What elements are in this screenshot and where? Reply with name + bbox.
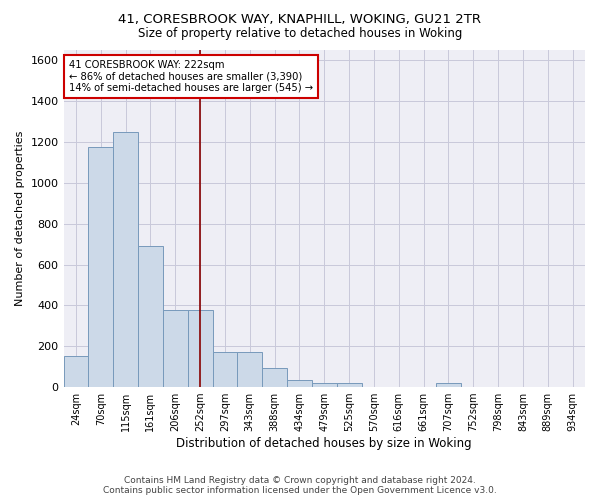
Text: 41, CORESBROOK WAY, KNAPHILL, WOKING, GU21 2TR: 41, CORESBROOK WAY, KNAPHILL, WOKING, GU… [119, 12, 482, 26]
X-axis label: Distribution of detached houses by size in Woking: Distribution of detached houses by size … [176, 437, 472, 450]
Bar [337, 382, 362, 387]
Bar [64, 356, 88, 387]
Bar [312, 382, 337, 387]
Bar [138, 246, 163, 387]
Text: Size of property relative to detached houses in Woking: Size of property relative to detached ho… [138, 28, 462, 40]
Text: 41 CORESBROOK WAY: 222sqm
← 86% of detached houses are smaller (3,390)
14% of se: 41 CORESBROOK WAY: 222sqm ← 86% of detac… [69, 60, 313, 94]
Bar [163, 310, 188, 387]
Bar [212, 352, 238, 387]
Bar [88, 147, 113, 387]
Bar [113, 132, 138, 387]
Bar [238, 352, 262, 387]
Text: Contains HM Land Registry data © Crown copyright and database right 2024.
Contai: Contains HM Land Registry data © Crown c… [103, 476, 497, 495]
Bar [287, 380, 312, 387]
Bar [262, 368, 287, 387]
Y-axis label: Number of detached properties: Number of detached properties [15, 131, 25, 306]
Bar [436, 384, 461, 387]
Bar [188, 310, 212, 387]
